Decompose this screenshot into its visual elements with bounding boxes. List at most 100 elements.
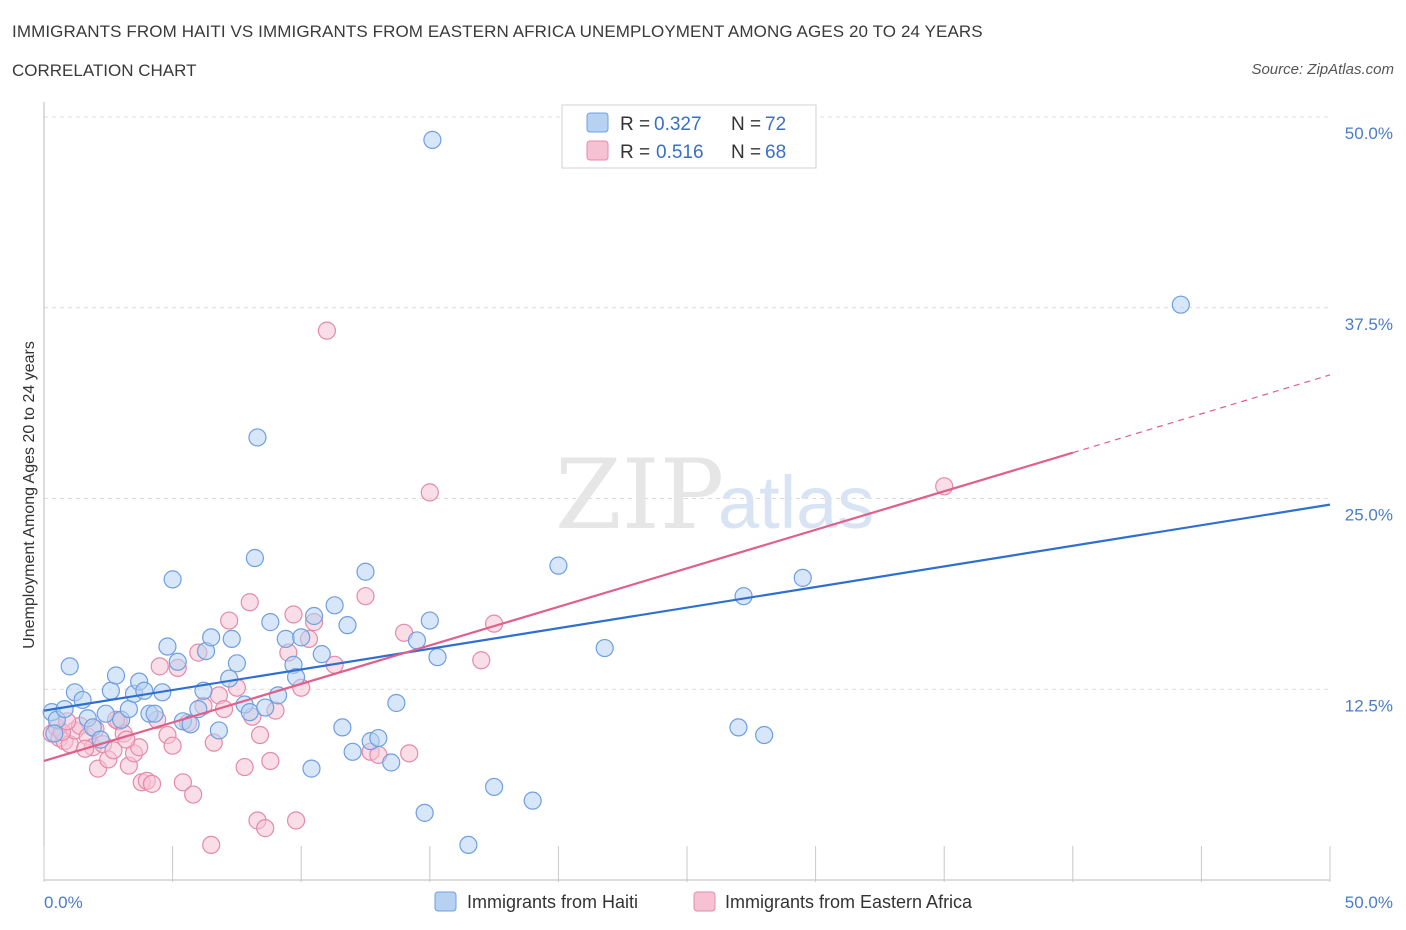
eafrica-point xyxy=(163,736,182,755)
haiti-point xyxy=(549,556,568,575)
legend-n-value-eafrica: 68 xyxy=(765,142,786,163)
haiti-point xyxy=(420,611,439,630)
watermark-atlas: atlas xyxy=(718,461,874,544)
y-tick-label: 12.5% xyxy=(1345,696,1393,715)
haiti-point xyxy=(202,628,221,647)
y-ticks: 12.5% 25.0% 37.5% 50.0% xyxy=(1345,124,1393,715)
chart-subtitle: CORRELATION CHART xyxy=(12,61,197,80)
haiti-point xyxy=(793,568,812,587)
haiti-point xyxy=(209,721,228,740)
haiti-point xyxy=(595,638,614,658)
eafrica-point xyxy=(150,657,169,676)
grid-lines xyxy=(44,116,1330,690)
stats-legend: R = 0.327 N = 72 R = 0.516 N = 68 xyxy=(561,104,817,169)
haiti-point xyxy=(333,718,352,737)
x-tick-max: 50.0% xyxy=(1345,893,1393,912)
haiti-point xyxy=(356,562,375,581)
haiti-point xyxy=(338,616,357,635)
eafrica-point xyxy=(250,725,270,745)
legend-r-value-haiti: 0.327 xyxy=(654,114,702,135)
haiti-point xyxy=(304,606,324,626)
haiti-point xyxy=(343,742,362,761)
haiti-point xyxy=(45,724,64,743)
eafrica-point xyxy=(420,483,439,502)
legend-r-value-eafrica: 0.516 xyxy=(656,142,704,163)
y-tick-label: 50.0% xyxy=(1345,124,1393,143)
haiti-point xyxy=(248,428,267,447)
eafrica-point xyxy=(284,605,303,624)
haiti-point xyxy=(222,629,241,648)
haiti-point xyxy=(106,666,126,685)
haiti-point xyxy=(459,835,478,855)
haiti-point xyxy=(227,654,246,673)
legend-r-label-eafrica: R = xyxy=(620,142,650,163)
haiti-point xyxy=(423,130,442,149)
eafrica-trend-extension xyxy=(1072,374,1331,454)
eafrica-point xyxy=(472,651,491,670)
haiti-point xyxy=(382,753,401,772)
haiti-point xyxy=(734,587,753,606)
haiti-point xyxy=(168,652,187,671)
haiti-point xyxy=(1171,295,1190,314)
legend-swatch-haiti xyxy=(586,112,609,133)
series-legend-label-haiti: Immigrants from Haiti xyxy=(467,892,638,912)
trend-lines xyxy=(43,374,1331,763)
watermark-zip: ZIP xyxy=(555,439,724,551)
eafrica-point xyxy=(240,593,259,612)
haiti-point xyxy=(276,629,295,648)
haiti-point xyxy=(181,715,200,734)
series-legend-swatch-haiti xyxy=(434,891,457,912)
haiti-point xyxy=(755,725,774,745)
haiti-point xyxy=(245,548,265,568)
haiti-point xyxy=(729,718,748,737)
haiti-point xyxy=(240,703,259,722)
haiti-trend-line xyxy=(43,503,1331,712)
eafrica-point xyxy=(256,819,275,838)
watermark: ZIP atlas xyxy=(555,439,874,551)
axes xyxy=(43,102,1331,882)
haiti-point xyxy=(256,698,275,717)
eafrica-point xyxy=(220,611,239,630)
series-legend: Immigrants from Haiti Immigrants from Ea… xyxy=(434,891,973,912)
haiti-point xyxy=(60,657,79,676)
x-tick-min: 0.0% xyxy=(44,893,83,912)
eafrica-point xyxy=(184,785,203,804)
y-axis-title: Unemployment Among Ages 20 to 24 years xyxy=(21,341,38,649)
haiti-point xyxy=(292,628,311,647)
data-points xyxy=(42,130,1190,855)
eafrica-point xyxy=(202,835,221,855)
series-legend-swatch-eafrica xyxy=(693,891,716,912)
haiti-point xyxy=(312,645,331,664)
y-tick-label: 25.0% xyxy=(1345,506,1393,525)
eafrica-point xyxy=(356,587,375,606)
haiti-point xyxy=(387,693,406,713)
haiti-point xyxy=(325,596,344,615)
y-tick-label: 37.5% xyxy=(1345,315,1393,334)
eafrica-point xyxy=(235,757,254,777)
haiti-point xyxy=(163,570,182,589)
haiti-point xyxy=(220,669,239,688)
legend-swatch-eafrica xyxy=(586,140,609,161)
haiti-point xyxy=(96,704,115,723)
chart-title: IMMIGRANTS FROM HAITI VS IMMIGRANTS FROM… xyxy=(12,22,983,41)
eafrica-trend-line xyxy=(43,451,1074,763)
haiti-point xyxy=(523,791,542,810)
haiti-point xyxy=(119,699,138,719)
haiti-point xyxy=(145,704,164,723)
legend-n-label-eafrica: N = xyxy=(731,142,761,163)
haiti-point xyxy=(302,759,321,778)
legend-r-label-haiti: R = xyxy=(620,114,650,135)
eafrica-point xyxy=(261,751,280,771)
haiti-point xyxy=(485,777,504,797)
haiti-point xyxy=(415,803,434,822)
eafrica-point xyxy=(317,321,337,340)
haiti-point xyxy=(135,681,154,700)
series-legend-label-eafrica: Immigrants from Eastern Africa xyxy=(725,892,973,912)
haiti-point xyxy=(428,648,447,667)
eafrica-point xyxy=(400,744,419,763)
eafrica-point xyxy=(286,811,306,830)
haiti-point xyxy=(158,637,177,656)
haiti-point xyxy=(101,681,120,700)
legend-n-label-haiti: N = xyxy=(731,114,761,135)
